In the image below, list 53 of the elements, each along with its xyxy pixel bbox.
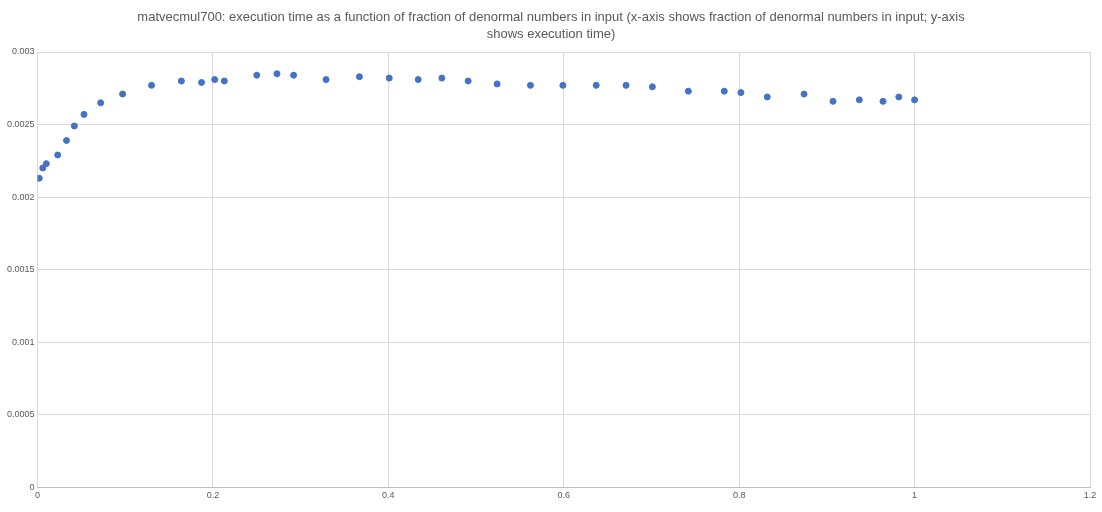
point bbox=[70, 122, 78, 130]
point bbox=[911, 96, 919, 104]
point bbox=[177, 77, 185, 85]
y-tick-label: 0 bbox=[29, 481, 35, 492]
point bbox=[763, 93, 771, 101]
y-tick-label: 0.0005 bbox=[7, 409, 35, 420]
x-tick-label: 1 bbox=[912, 490, 918, 501]
point bbox=[119, 90, 127, 98]
point bbox=[559, 81, 567, 89]
point bbox=[438, 74, 446, 82]
point bbox=[42, 160, 50, 168]
point bbox=[855, 96, 863, 104]
point bbox=[414, 76, 422, 84]
point bbox=[273, 70, 281, 78]
x-tick-label: 0.4 bbox=[382, 490, 395, 501]
point bbox=[385, 74, 393, 82]
y-tick-label: 0.001 bbox=[12, 336, 35, 347]
point bbox=[526, 81, 534, 89]
point bbox=[290, 71, 298, 79]
point bbox=[737, 89, 745, 97]
x-tick-label: 0.8 bbox=[732, 490, 746, 501]
point bbox=[39, 164, 47, 172]
point bbox=[592, 81, 600, 89]
point bbox=[800, 90, 808, 98]
point bbox=[322, 76, 330, 84]
point bbox=[211, 76, 219, 84]
x-tick-label: 1.2 bbox=[1083, 490, 1097, 501]
point bbox=[493, 80, 501, 88]
point bbox=[220, 77, 228, 85]
point bbox=[648, 83, 656, 91]
point bbox=[879, 97, 887, 105]
point bbox=[253, 71, 261, 79]
point bbox=[829, 97, 837, 105]
point bbox=[37, 174, 43, 182]
point bbox=[464, 77, 472, 85]
y-tick-label: 0.002 bbox=[12, 191, 35, 202]
point bbox=[622, 81, 630, 89]
x-tick-label: 0.6 bbox=[557, 490, 571, 501]
point bbox=[720, 87, 728, 95]
point bbox=[54, 151, 62, 159]
y-tick-label: 0.0015 bbox=[7, 264, 35, 275]
point bbox=[684, 87, 692, 95]
point bbox=[80, 110, 88, 118]
y-tick-label: 0.0025 bbox=[7, 119, 35, 130]
y-tick-label: 0.003 bbox=[12, 46, 35, 57]
point bbox=[148, 81, 156, 89]
point bbox=[895, 93, 903, 101]
point bbox=[97, 99, 105, 107]
point bbox=[198, 78, 206, 86]
x-tick-label: 0.2 bbox=[206, 490, 220, 501]
point bbox=[62, 136, 70, 144]
point bbox=[355, 73, 363, 81]
chart-title: matvecmul700: execution time as a function of fraction of denormal numbers in input (x-axis shows fraction of denormal numbers in input; y-axis shows execution time) bbox=[136, 8, 966, 42]
